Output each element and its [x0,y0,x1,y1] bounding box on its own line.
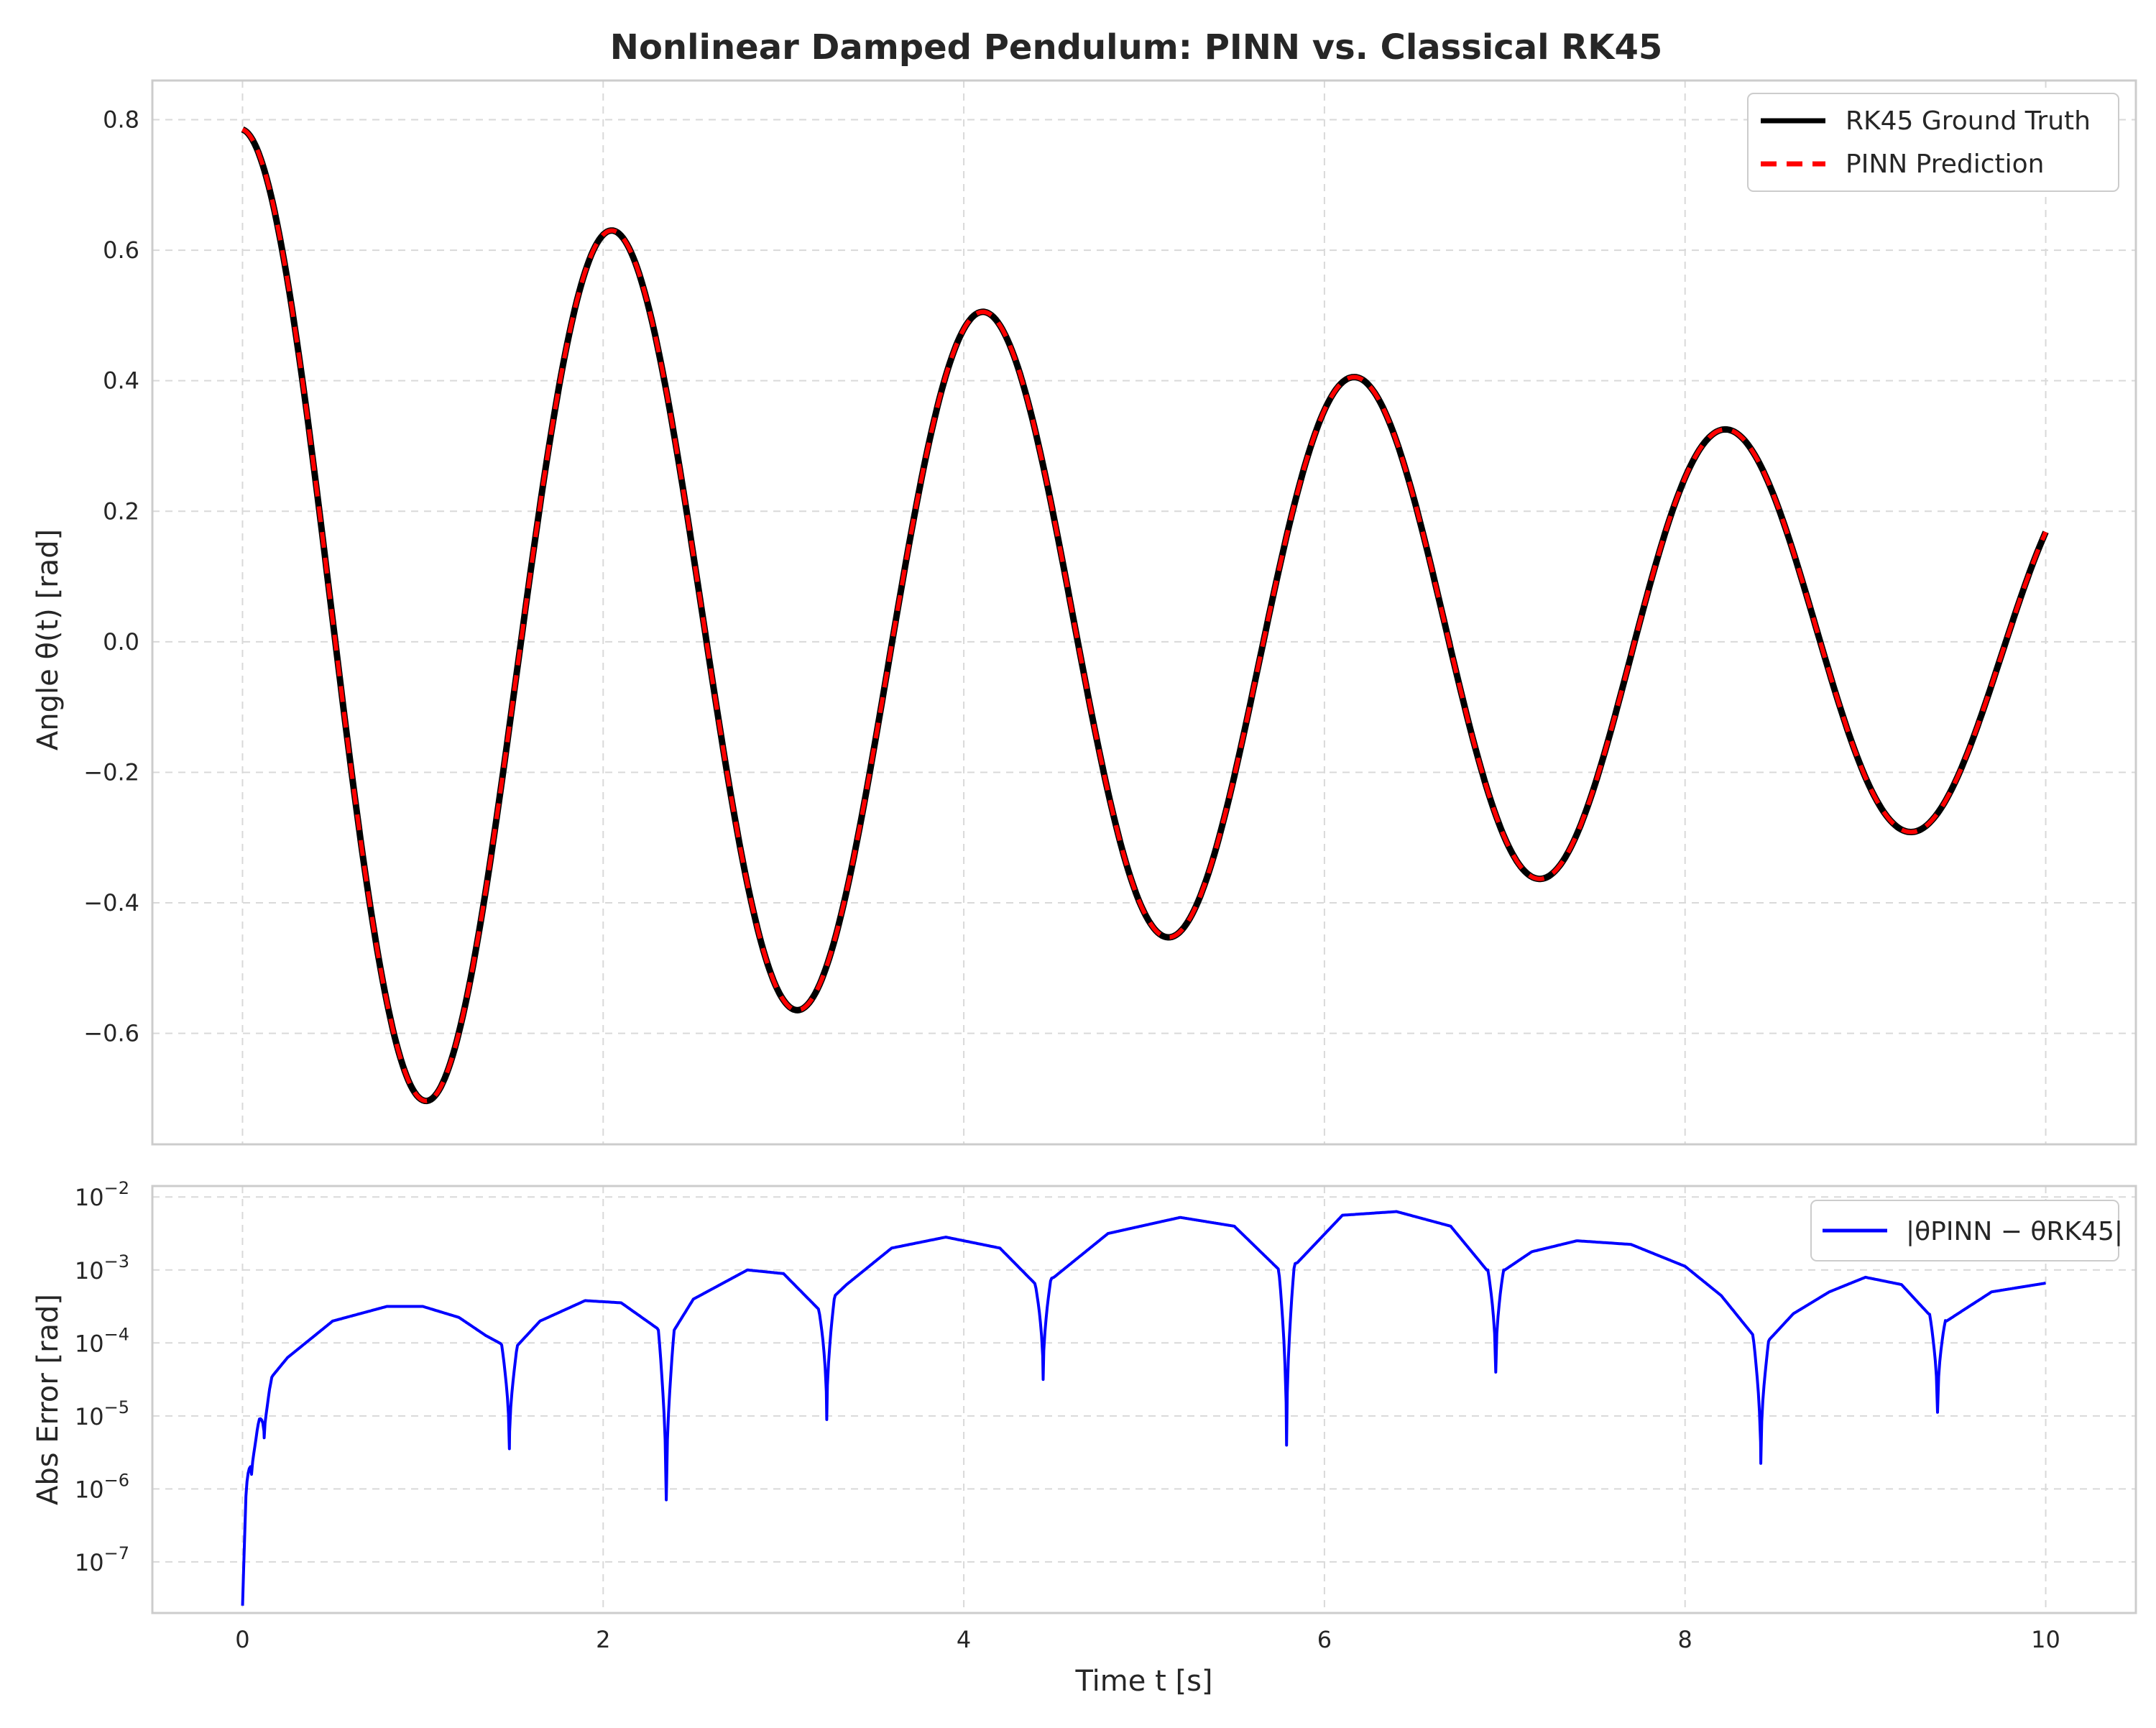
top-y-tick-label: 0.0 [103,628,139,656]
x-tick-label: 6 [1317,1626,1332,1653]
top-legend: RK45 Ground Truth PINN Prediction [1747,93,2119,192]
x-tick-label: 8 [1678,1626,1692,1653]
top-legend-box [1747,93,2119,192]
series-line-pinn [241,127,2048,1103]
x-ticks: 0 2 4 6 8 10 [235,1626,2060,1653]
top-y-tick-label: 0.2 [103,497,139,525]
x-tick-label: 10 [2031,1626,2060,1653]
top-series [241,127,2049,1105]
bottom-axes-frame [151,1185,2137,1614]
bottom-y-tick-label: 10−3 [75,1251,129,1284]
bottom-y-axis-label: Abs Error [rad] [32,1294,65,1505]
x-axis-label: Time t [s] [1074,1665,1212,1698]
top-grid [152,81,2136,1144]
x-tick-label: 0 [235,1626,249,1653]
top-y-tick-label: 0.8 [103,106,139,133]
legend-label-pinn: PINN Prediction [1846,150,2044,179]
chart-title: Nonlinear Damped Pendulum: PINN vs. Clas… [610,27,1662,68]
x-tick-label: 4 [957,1626,971,1653]
top-y-tick-label: 0.6 [103,236,139,264]
top-y-tick-label: −0.2 [83,758,139,786]
top-y-tick-label: −0.4 [83,889,139,916]
x-tick-label: 2 [596,1626,610,1653]
top-y-tick-label: −0.6 [83,1020,139,1047]
top-y-tick-label: 0.4 [103,367,139,395]
legend-label-rk45: RK45 Ground Truth [1846,106,2091,136]
bottom-legend: |θPINN − θRK45| [1810,1200,2123,1261]
bottom-grid [152,1186,2136,1613]
top-axes-frame [151,79,2137,1146]
series-line-abs-error [241,1210,2046,1606]
bottom-y-tick-label: 10−7 [75,1543,129,1576]
legend-label-error: |θPINN − θRK45| [1906,1217,2123,1246]
bottom-y-ticks: 10−7 10−6 10−5 10−4 10−3 10−2 [75,1178,129,1576]
bottom-legend-box [1810,1200,2119,1261]
top-y-ticks: −0.6 −0.4 −0.2 0.0 0.2 0.4 0.6 0.8 [83,106,139,1047]
bottom-y-tick-label: 10−5 [75,1397,129,1430]
bottom-y-tick-label: 10−4 [75,1324,129,1357]
series-line-rk45 [241,127,2049,1105]
bottom-y-tick-label: 10−2 [75,1178,129,1211]
top-y-axis-label: Angle θ(t) [rad] [32,529,65,750]
bottom-series [241,1210,2046,1606]
bottom-y-tick-label: 10−6 [75,1470,129,1503]
